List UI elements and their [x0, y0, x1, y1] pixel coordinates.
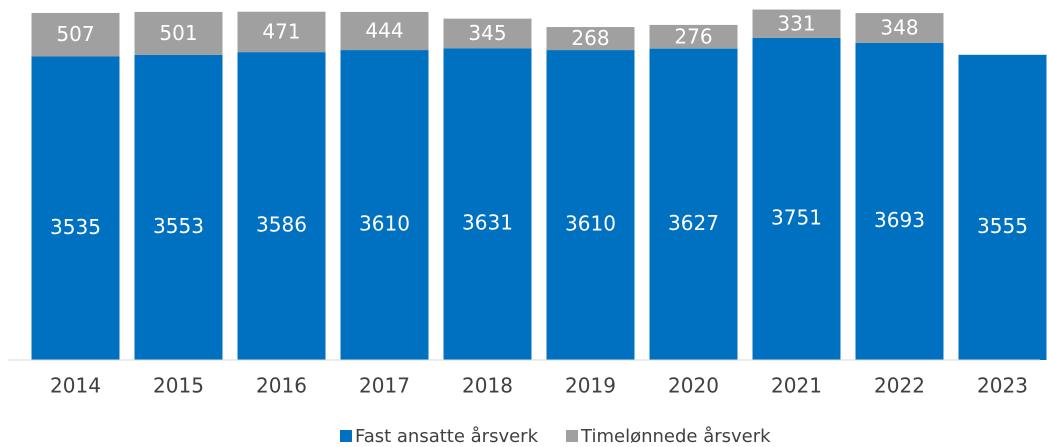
legend-swatch — [340, 430, 352, 442]
bar-segment — [340, 11, 429, 51]
data-label: 471 — [262, 19, 300, 43]
data-label: 3610 — [565, 212, 616, 236]
data-label: 3555 — [977, 214, 1028, 238]
bar-segment — [31, 12, 120, 57]
data-label: 3631 — [462, 211, 513, 235]
data-label: 331 — [777, 11, 815, 35]
legend-label: Timelønnede årsverk — [580, 426, 771, 447]
bar-segment — [340, 50, 429, 360]
bar-segment — [855, 42, 944, 360]
bar-segment — [958, 54, 1047, 360]
bar-segment — [546, 50, 635, 360]
data-label: 345 — [468, 21, 506, 45]
x-tick-label: 2022 — [874, 374, 925, 398]
data-label: 3586 — [256, 213, 307, 237]
bar-segment — [546, 27, 635, 51]
data-label: 507 — [56, 22, 94, 46]
data-label: 276 — [674, 24, 712, 48]
data-label: 348 — [880, 16, 918, 40]
data-label: 3535 — [50, 215, 101, 239]
bar-segment — [752, 37, 841, 361]
x-tick-label: 2017 — [359, 374, 410, 398]
x-tick-label: 2021 — [771, 374, 822, 398]
x-tick-label: 2014 — [50, 374, 101, 398]
data-label: 501 — [159, 21, 197, 45]
bar-segment — [443, 18, 532, 49]
bar-segment — [237, 11, 326, 53]
bar-segment — [237, 52, 326, 360]
bar-segment — [649, 48, 738, 361]
bar-segment — [649, 24, 738, 49]
data-label: 444 — [365, 19, 403, 43]
data-label: 3693 — [874, 208, 925, 232]
bar-segment — [134, 54, 223, 361]
legend-swatch — [566, 430, 579, 442]
data-label: 3553 — [153, 214, 204, 238]
data-label: 3610 — [359, 212, 410, 236]
x-tick-label: 2023 — [977, 374, 1028, 398]
x-tick-label: 2019 — [565, 374, 616, 398]
x-tick-label: 2020 — [668, 374, 719, 398]
x-tick-label: 2018 — [462, 374, 513, 398]
x-tick-label: 2016 — [256, 374, 307, 398]
bar-segment — [855, 13, 944, 43]
data-label: 3627 — [668, 211, 719, 235]
x-tick-label: 2015 — [153, 374, 204, 398]
data-label: 3751 — [771, 205, 822, 229]
bar-segment — [134, 11, 223, 55]
bar-segment — [752, 9, 841, 38]
bar-segment — [443, 48, 532, 360]
bar-segment — [31, 56, 120, 360]
data-label: 268 — [571, 26, 609, 50]
legend-label: Fast ansatte årsverk — [355, 426, 539, 447]
